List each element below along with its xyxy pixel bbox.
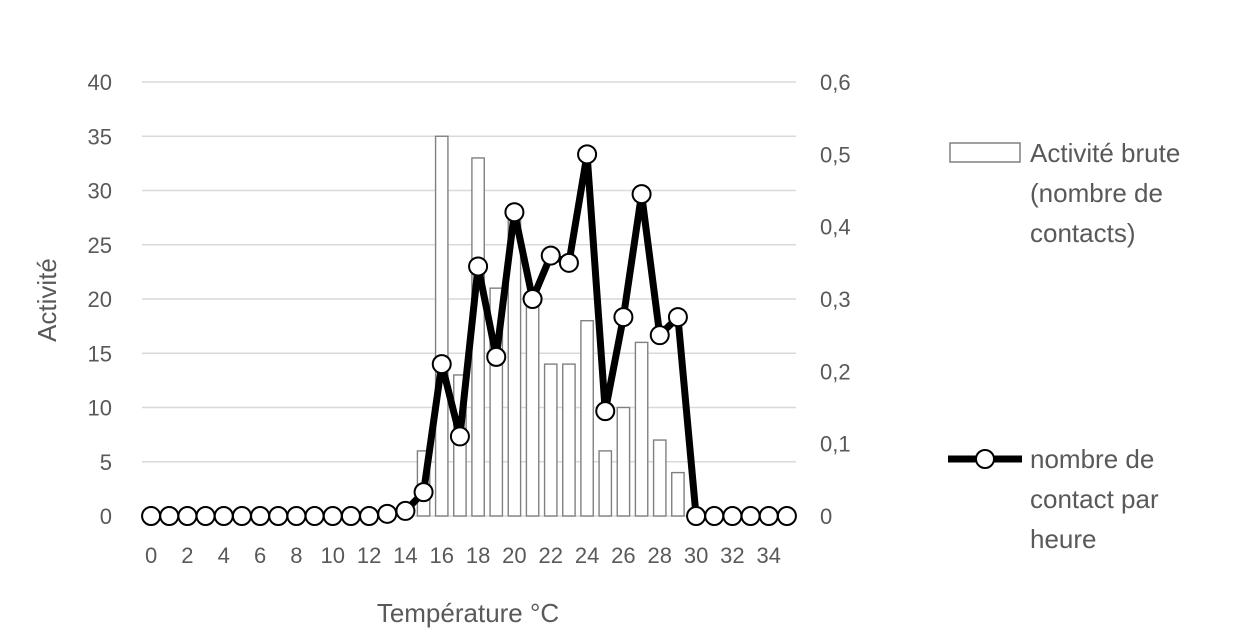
x-tick-label: 34 [757, 543, 781, 568]
legend-label-line: (nombre de [1030, 178, 1163, 208]
line-point [213, 506, 234, 526]
x-tick-label: 2 [181, 543, 193, 568]
y-tick-label: 35 [88, 124, 112, 149]
x-tick-label: 0 [145, 543, 157, 568]
line-point [522, 289, 543, 309]
bar [580, 320, 594, 517]
bar [598, 450, 613, 517]
line-point [613, 307, 634, 328]
line-point [322, 506, 343, 526]
y2-tick-label: 0,3 [820, 287, 851, 312]
line-point [431, 354, 452, 375]
legend-line-marker [975, 449, 995, 469]
line-point [722, 506, 743, 526]
y-axis-title: Activité [32, 258, 62, 342]
x-tick-label: 32 [720, 543, 744, 568]
line-point [667, 307, 688, 328]
x-tick-label: 30 [684, 543, 708, 568]
x-tick-label: 14 [393, 543, 417, 568]
legend-label-line: Activité brute [1030, 138, 1180, 168]
bar [525, 298, 540, 517]
x-axis-title: Température °C [377, 598, 559, 628]
x-tick-label: 26 [611, 543, 635, 568]
y-tick-label: 30 [88, 179, 112, 204]
bar [543, 363, 558, 517]
line-point [268, 506, 289, 526]
line-point [631, 184, 652, 205]
y2-tick-label: 0 [820, 504, 832, 529]
bar [562, 363, 576, 517]
line-series [141, 144, 797, 526]
line-point [558, 252, 579, 273]
line-point [195, 506, 216, 526]
y-tick-label: 40 [88, 70, 112, 95]
line-point [286, 506, 307, 526]
legend-label-line: nombre de [1030, 444, 1154, 474]
x-tick-label: 6 [254, 543, 266, 568]
bar [652, 439, 667, 517]
line-point [449, 426, 470, 447]
y2-tick-label: 0,6 [820, 70, 851, 95]
line-point [159, 506, 180, 526]
line-point [304, 506, 325, 526]
line-point [776, 506, 797, 526]
y2-tick-label: 0,1 [820, 432, 851, 457]
y-tick-label: 0 [100, 504, 112, 529]
line-point [231, 506, 252, 526]
x-tick-label: 16 [430, 543, 454, 568]
x-tick-label: 4 [218, 543, 230, 568]
y-tick-label: 15 [88, 341, 112, 366]
line-point [758, 506, 779, 526]
x-tick-label: 22 [539, 543, 563, 568]
line-point [141, 506, 162, 526]
right-axis-ticks: 0 0,1 0,2 0,3 0,4 0,5 0,6 [820, 70, 851, 529]
line-point [740, 506, 761, 526]
x-tick-label: 18 [466, 543, 490, 568]
legend: Activité brute (nombre de contacts) nombre… [948, 138, 1180, 554]
y-tick-label: 5 [100, 450, 112, 475]
y-tick-label: 25 [88, 233, 112, 258]
left-axis-ticks: 0 5 10 15 20 25 30 35 40 [88, 70, 112, 529]
line-point [177, 506, 198, 526]
line-point [649, 325, 670, 346]
bar [616, 406, 631, 517]
line-point [413, 482, 434, 503]
y2-tick-label: 0,4 [820, 215, 851, 240]
legend-label-line: contact par [1030, 484, 1159, 514]
x-tick-label: 28 [648, 543, 672, 568]
x-axis-ticks: 0 2 4 6 8 10 12 14 16 18 20 22 24 26 28 30 32 34 [145, 543, 781, 568]
legend-bar-swatch [949, 142, 1021, 163]
y-tick-label: 20 [88, 287, 112, 312]
gridlines [142, 81, 796, 517]
line-point [595, 401, 616, 422]
line-point [377, 503, 398, 524]
line-point [359, 506, 380, 526]
legend-bar-label: Activité brute (nombre de contacts) [1030, 138, 1180, 248]
bar [634, 341, 649, 517]
x-tick-label: 20 [502, 543, 526, 568]
line-point [540, 245, 561, 266]
line-point [686, 506, 707, 526]
line-point [395, 500, 416, 521]
line-point [250, 506, 271, 526]
bar [434, 135, 449, 517]
x-tick-label: 24 [575, 543, 599, 568]
line-point [704, 506, 725, 526]
line-point [577, 144, 598, 165]
x-tick-label: 12 [357, 543, 381, 568]
y-tick-label: 10 [88, 396, 112, 421]
line-point [340, 506, 361, 526]
line-point [504, 202, 525, 223]
legend-label-line: heure [1030, 524, 1097, 554]
line-point [486, 346, 507, 367]
bar [671, 471, 685, 517]
x-tick-label: 10 [321, 543, 345, 568]
legend-label-line: contacts) [1030, 218, 1136, 248]
y2-tick-label: 0,2 [820, 359, 851, 384]
legend-line-label: nombre de contact par heure [1030, 444, 1159, 554]
x-tick-label: 8 [290, 543, 302, 568]
y2-tick-label: 0,5 [820, 142, 851, 167]
line-point [468, 256, 489, 277]
